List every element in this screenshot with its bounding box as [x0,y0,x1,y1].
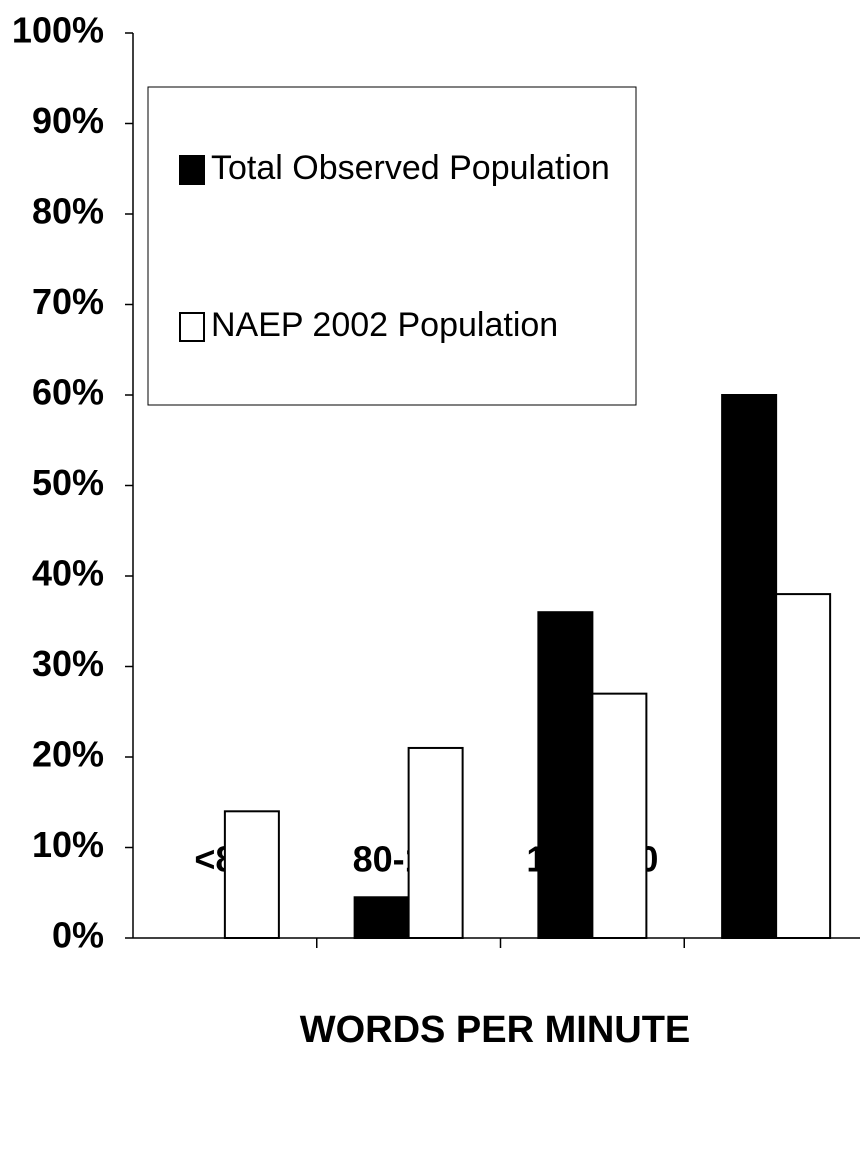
bar [591,692,648,940]
y-tick-label: 0% [52,915,104,956]
legend-swatch [179,312,205,342]
legend-swatch [179,155,205,185]
y-tick-label: 100% [12,10,104,51]
x-axis-title: WORDS PER MINUTE [300,1009,691,1051]
bar [721,394,778,939]
legend-box [147,86,637,406]
y-tick-label: 20% [32,734,104,775]
bar [407,746,464,940]
legend-label: Total Observed Population [211,149,610,187]
bar [353,896,410,940]
bar [537,611,594,939]
bar [223,810,280,939]
y-tick-label: 50% [32,462,104,503]
y-tick-label: 40% [32,553,104,594]
y-tick-label: 10% [32,824,104,865]
y-tick-label: 80% [32,191,104,232]
legend-label: NAEP 2002 Population [211,306,558,344]
y-tick-label: 70% [32,281,104,322]
y-tick-label: 60% [32,372,104,413]
y-tick-label: 30% [32,643,104,684]
y-tick-label: 90% [32,100,104,141]
bar [775,593,832,939]
